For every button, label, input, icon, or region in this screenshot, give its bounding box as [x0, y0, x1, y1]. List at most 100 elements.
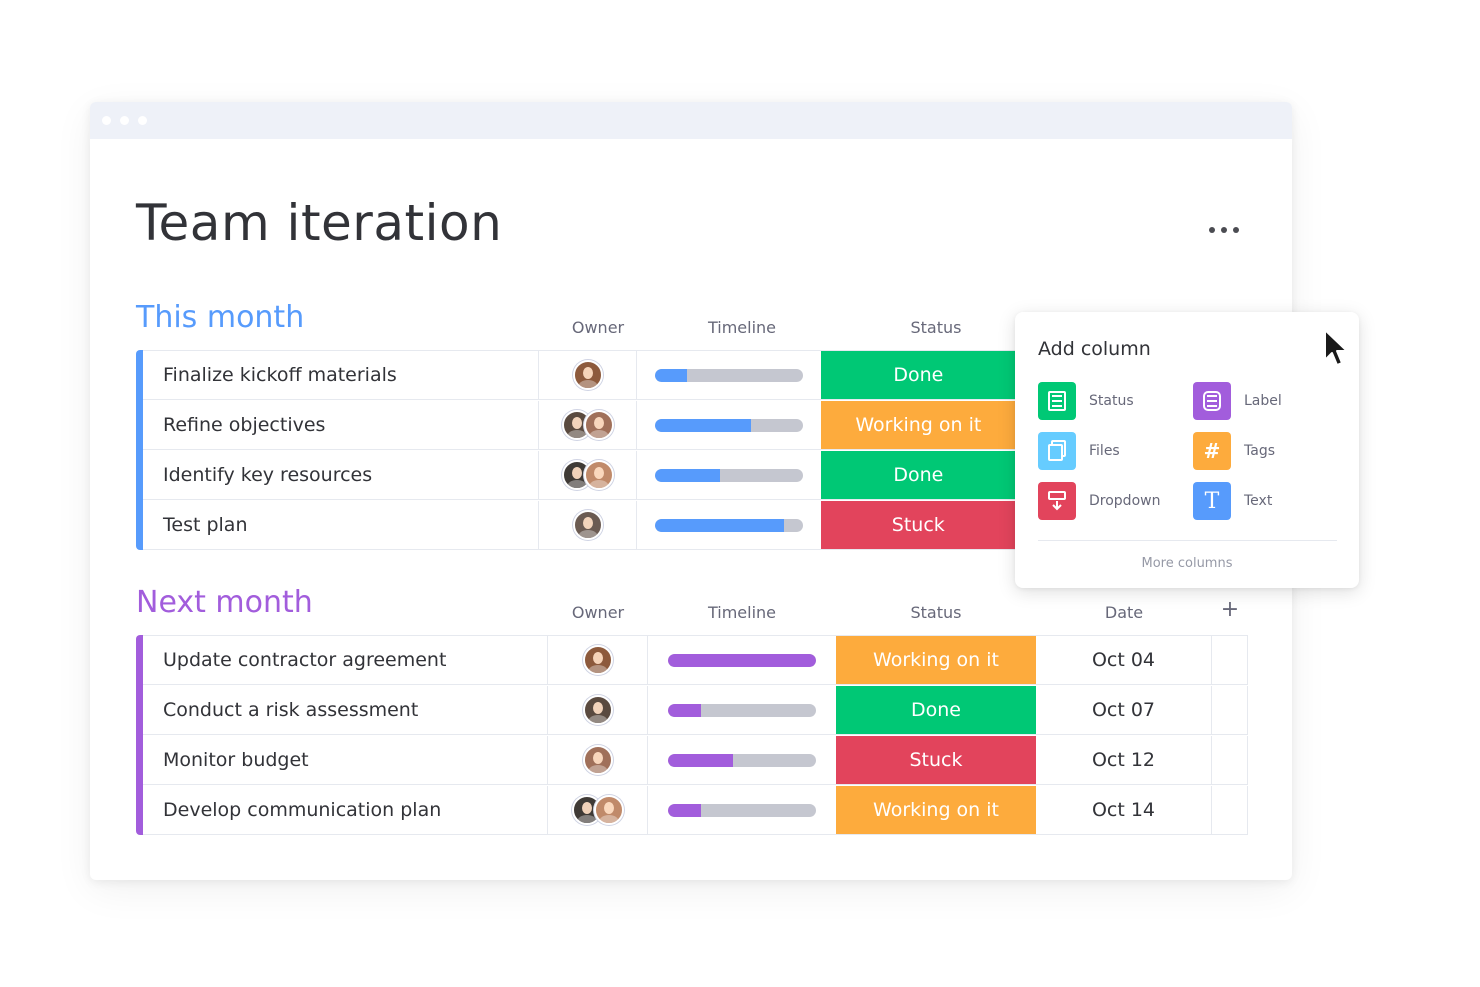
status-label[interactable]: Working on it: [820, 401, 1017, 449]
add-column-item-tags[interactable]: # Tags: [1193, 432, 1275, 470]
add-column-item-label[interactable]: Label: [1193, 382, 1282, 420]
group-header: This month Owner Timeline Status: [136, 298, 1248, 350]
timeline-cell[interactable]: [637, 501, 821, 549]
timeline-bar: [654, 418, 803, 432]
item-name[interactable]: Identify key resources: [143, 451, 540, 499]
avatar[interactable]: [582, 695, 613, 725]
avatar[interactable]: [572, 510, 603, 540]
timeline-cell[interactable]: [637, 401, 821, 449]
status-label[interactable]: Done: [820, 351, 1017, 399]
add-column-item-files[interactable]: Files: [1038, 432, 1120, 470]
add-column-item-label: Files: [1089, 443, 1120, 459]
table-row[interactable]: Monitor budget Stuck Oct 12: [143, 735, 1248, 785]
avatar[interactable]: [582, 645, 613, 675]
column-header-owner[interactable]: Owner: [571, 603, 625, 622]
add-column-plus-icon[interactable]: +: [1220, 597, 1240, 622]
group-title[interactable]: This month: [136, 300, 305, 335]
group-this-month: This month Owner Timeline Status Finaliz…: [136, 298, 1248, 550]
table-row[interactable]: Refine objectives Working on it: [143, 400, 1017, 450]
add-column-item-label: Tags: [1244, 443, 1275, 459]
window-dot: [120, 116, 129, 125]
owner-cell[interactable]: [539, 401, 637, 449]
column-header-owner[interactable]: Owner: [571, 318, 625, 337]
avatar-group: [582, 695, 613, 725]
timeline-bar: [668, 653, 816, 667]
owner-cell[interactable]: [539, 451, 637, 499]
item-name[interactable]: Finalize kickoff materials: [143, 351, 540, 399]
date-cell[interactable]: Oct 07: [1036, 686, 1212, 734]
timeline-bar: [668, 753, 816, 767]
table-row[interactable]: Identify key resources Done: [143, 450, 1017, 500]
date-cell[interactable]: Oct 04: [1036, 636, 1212, 684]
item-name[interactable]: Refine objectives: [143, 401, 540, 449]
owner-cell[interactable]: [548, 636, 648, 684]
item-name[interactable]: Update contractor agreement: [143, 636, 548, 684]
timeline-cell[interactable]: [648, 736, 836, 784]
divider: [1038, 540, 1337, 541]
avatar-group: [572, 360, 603, 390]
add-column-item-label: Label: [1244, 393, 1282, 409]
add-column-item-text[interactable]: T Text: [1193, 482, 1272, 520]
owner-cell[interactable]: [548, 736, 648, 784]
column-header-timeline[interactable]: Timeline: [707, 318, 777, 337]
timeline-cell[interactable]: [637, 351, 821, 399]
date-cell[interactable]: Oct 12: [1036, 736, 1212, 784]
add-column-title: Add column: [1038, 338, 1151, 360]
group-title[interactable]: Next month: [136, 585, 313, 620]
timeline-cell[interactable]: [648, 786, 836, 834]
add-column-item-label: Status: [1089, 393, 1134, 409]
timeline-bar-fill: [654, 368, 688, 382]
column-header-date[interactable]: Date: [1104, 603, 1144, 622]
window-title-bar: [90, 102, 1292, 139]
date-cell[interactable]: Oct 14: [1036, 786, 1212, 834]
column-header-status[interactable]: Status: [910, 318, 962, 337]
more-options-icon[interactable]: [1202, 212, 1246, 248]
timeline-cell[interactable]: [637, 451, 821, 499]
more-columns-link[interactable]: More columns: [1141, 556, 1233, 571]
column-header-status[interactable]: Status: [910, 603, 962, 622]
item-name[interactable]: Monitor budget: [143, 736, 548, 784]
timeline-bar: [654, 368, 803, 382]
files-icon: [1038, 432, 1076, 470]
timeline-bar-fill: [668, 653, 816, 667]
owner-cell[interactable]: [539, 351, 637, 399]
status-label[interactable]: Working on it: [836, 636, 1036, 684]
item-name[interactable]: Develop communication plan: [143, 786, 548, 834]
timeline-bar: [654, 468, 803, 482]
owner-cell[interactable]: [539, 501, 637, 549]
status-label[interactable]: Stuck: [820, 501, 1017, 549]
table-row[interactable]: Conduct a risk assessment Done Oct 07: [143, 685, 1248, 735]
item-name[interactable]: Test plan: [143, 501, 540, 549]
avatar[interactable]: [583, 460, 614, 490]
status-label[interactable]: Working on it: [836, 786, 1036, 834]
add-column-item-status[interactable]: Status: [1038, 382, 1134, 420]
add-column-item-label: Text: [1244, 493, 1273, 509]
avatar-group: [582, 645, 613, 675]
window-dot: [102, 116, 111, 125]
table-row[interactable]: Finalize kickoff materials Done: [143, 350, 1017, 400]
timeline-cell[interactable]: [648, 686, 836, 734]
window-dot: [138, 116, 147, 125]
timeline-cell[interactable]: [648, 636, 836, 684]
status-label[interactable]: Stuck: [836, 736, 1036, 784]
owner-cell[interactable]: [548, 786, 648, 834]
owner-cell[interactable]: [548, 686, 648, 734]
table-row[interactable]: Update contractor agreement Working on i…: [143, 635, 1248, 685]
column-header-timeline[interactable]: Timeline: [707, 603, 777, 622]
status-label[interactable]: Done: [836, 686, 1036, 734]
status-label[interactable]: Done: [820, 451, 1017, 499]
item-name[interactable]: Conduct a risk assessment: [143, 686, 548, 734]
avatar[interactable]: [593, 795, 624, 825]
dropdown-icon: [1038, 482, 1076, 520]
avatar[interactable]: [582, 745, 613, 775]
status-icon: [1038, 382, 1076, 420]
timeline-bar-fill: [654, 468, 720, 482]
empty-cell: [1212, 686, 1248, 734]
label-icon: [1193, 382, 1231, 420]
avatar[interactable]: [583, 410, 614, 440]
add-column-item-label: Dropdown: [1089, 493, 1161, 509]
table-row[interactable]: Test plan Stuck: [143, 500, 1017, 550]
avatar[interactable]: [572, 360, 603, 390]
add-column-item-dropdown[interactable]: Dropdown: [1038, 482, 1160, 520]
table-row[interactable]: Develop communication plan Working on it…: [143, 785, 1248, 835]
